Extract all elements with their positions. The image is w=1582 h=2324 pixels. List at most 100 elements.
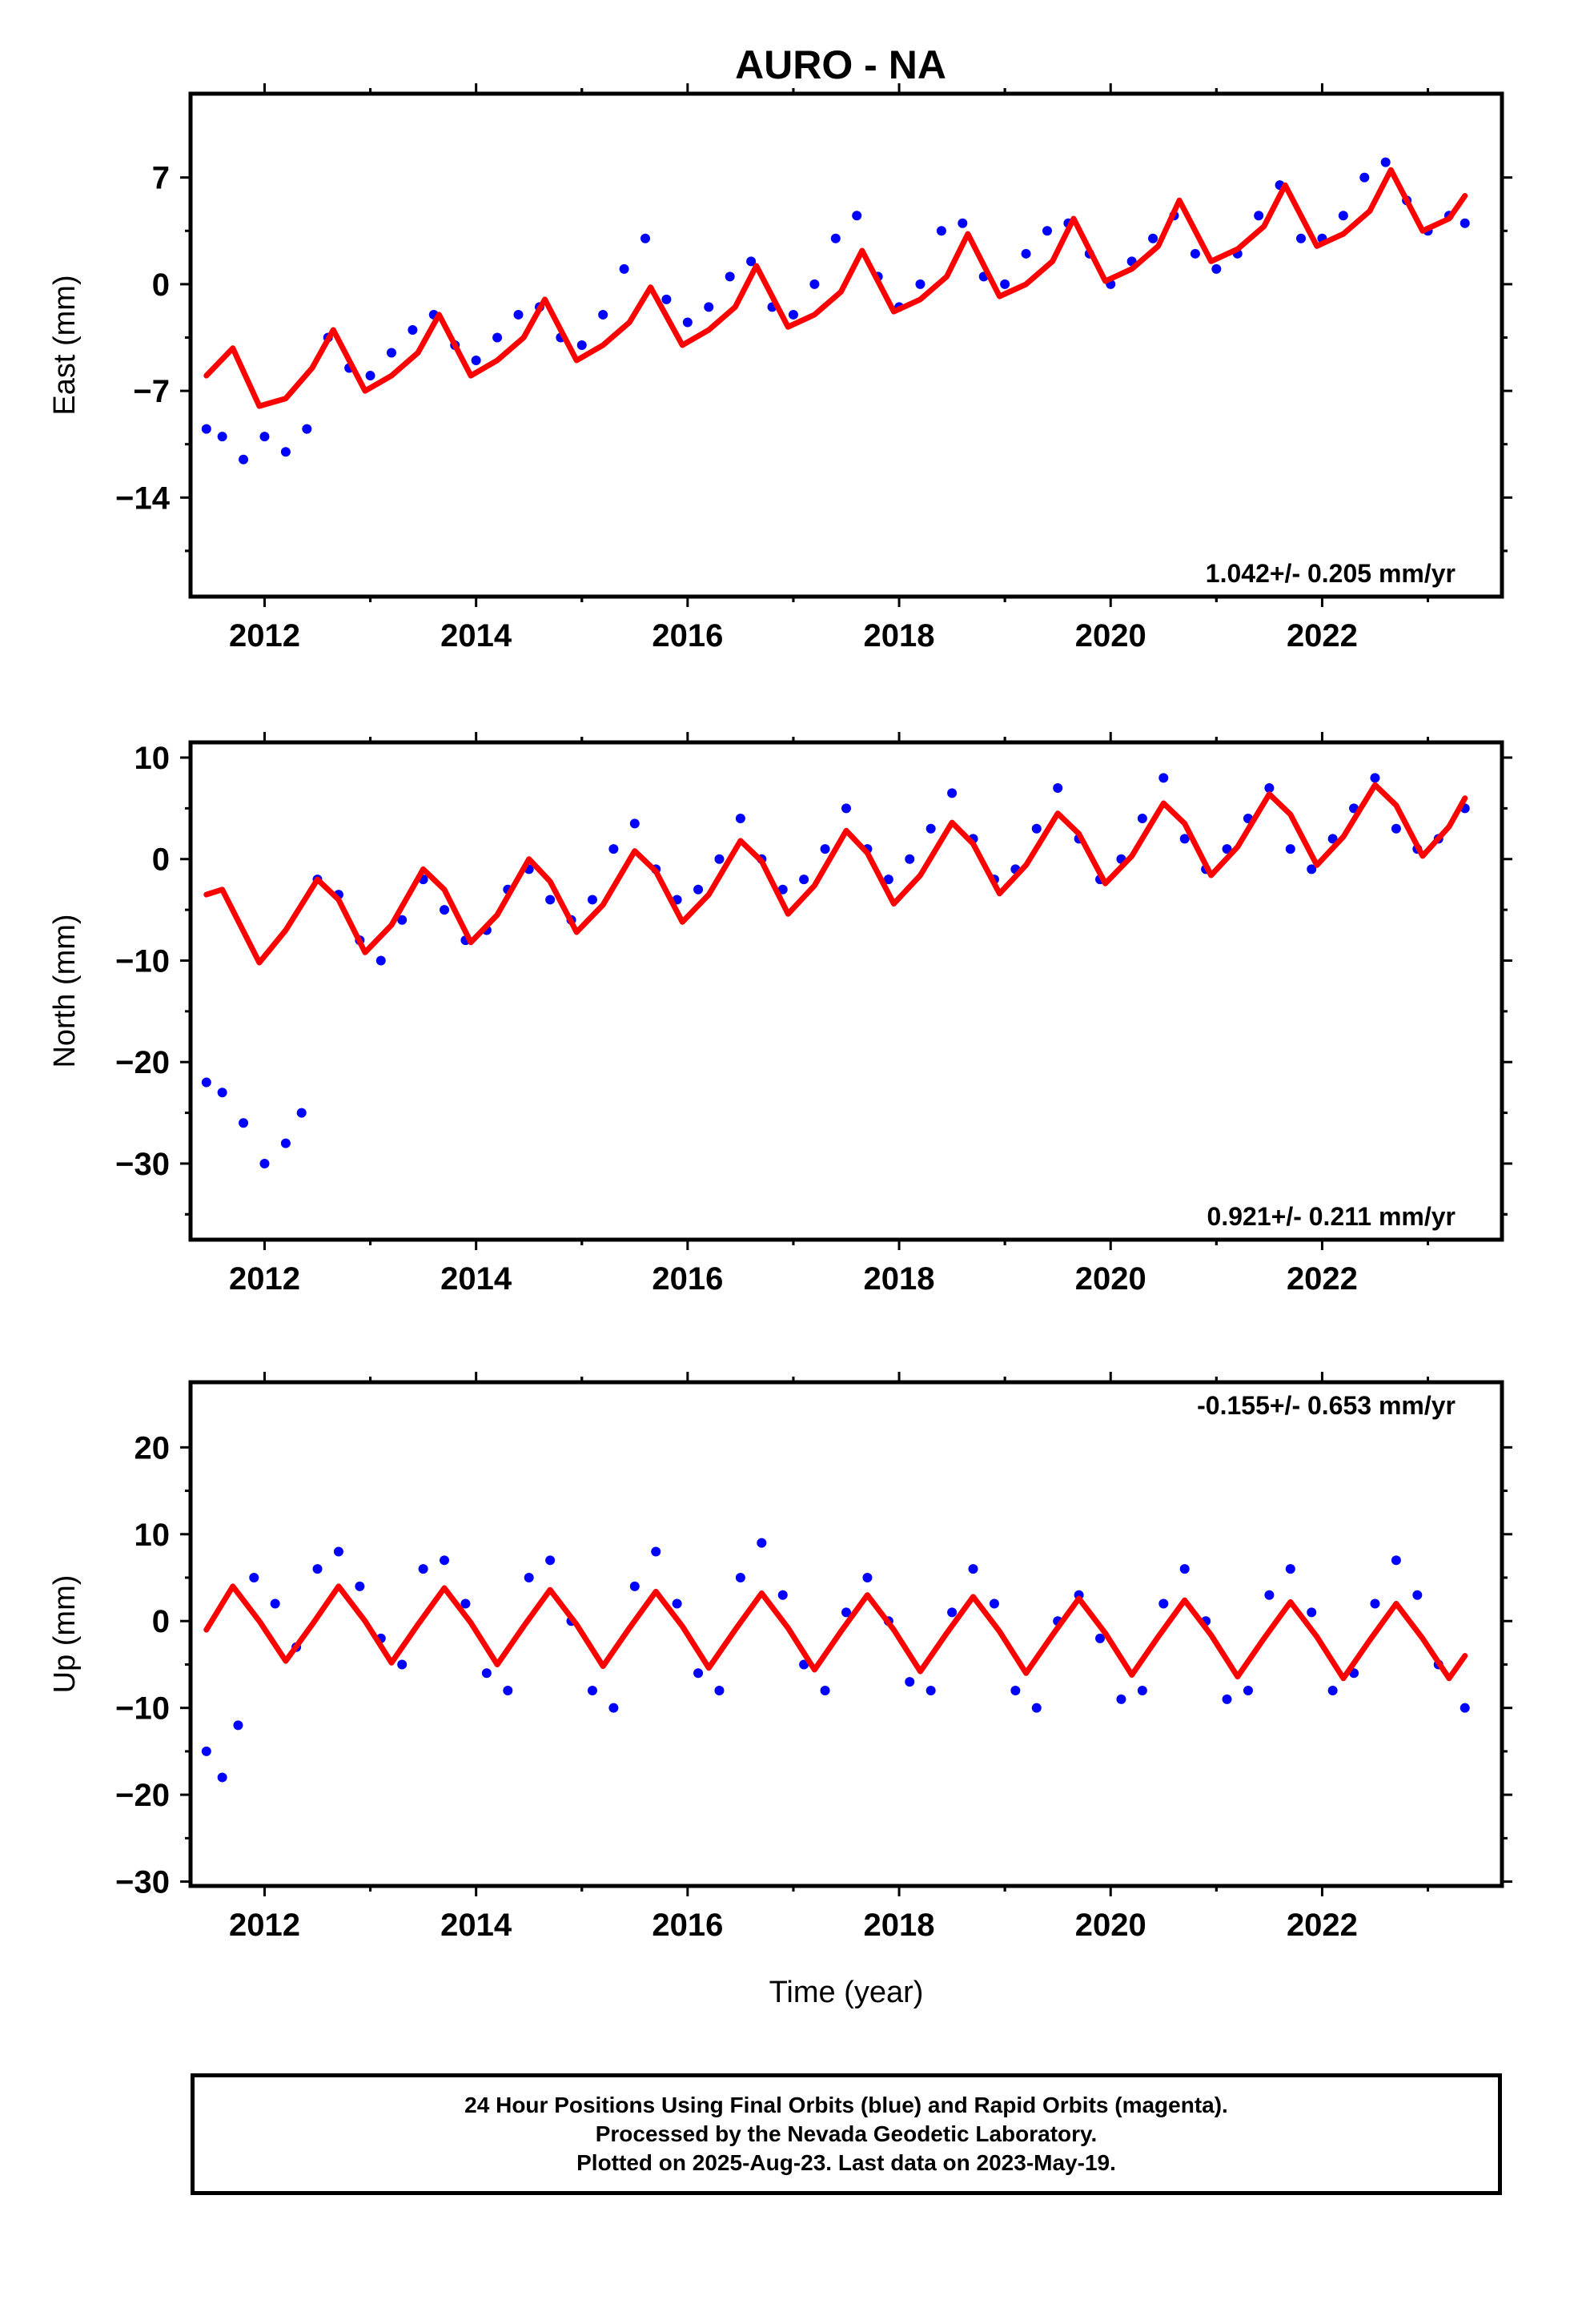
x-tick-label: 2022	[1287, 618, 1358, 653]
data-point	[651, 1546, 661, 1557]
panel-north: 2012 2014 2016 2018 2020 2022 10 0 −10 −20 −30 Nort…	[48, 732, 1512, 1297]
data-point	[503, 1685, 513, 1695]
x-tick-label: 2012	[229, 618, 300, 653]
plot-area	[201, 773, 1470, 1168]
data-point	[1000, 279, 1010, 289]
data-point	[545, 895, 556, 905]
data-point	[471, 356, 481, 366]
panel-east: 2012 2014 2016 2018 2020 2022 7 0 −7 −14 East (mm)…	[48, 83, 1512, 653]
data-point	[1370, 773, 1380, 783]
data-point	[249, 1573, 259, 1583]
y-axis-label: Up (mm)	[48, 1575, 82, 1694]
data-point	[1285, 844, 1295, 854]
data-point	[672, 1598, 682, 1609]
x-tick-label: 2018	[864, 618, 935, 653]
data-point	[1285, 1564, 1295, 1574]
data-point	[661, 294, 672, 304]
data-point	[1338, 211, 1348, 221]
data-point	[217, 1088, 227, 1098]
data-point	[799, 875, 809, 885]
data-point	[947, 1607, 958, 1618]
data-point	[936, 226, 946, 236]
model-fit-line	[203, 782, 1468, 966]
y-tick-label: 10	[135, 1518, 171, 1553]
data-point	[905, 854, 915, 864]
data-point	[1380, 157, 1391, 167]
data-point	[777, 1590, 788, 1600]
panel-frame	[188, 1380, 1504, 1888]
data-point	[1116, 1694, 1126, 1704]
y-tick-label: −10	[115, 943, 170, 979]
data-point	[608, 1703, 619, 1713]
y-tick-label: 0	[152, 842, 170, 878]
data-point	[693, 1668, 704, 1679]
data-point	[926, 823, 936, 834]
x-axis-label: Time (year)	[769, 1976, 924, 2009]
data-point	[587, 1685, 597, 1695]
plot-area	[201, 1538, 1470, 1783]
x-tick-label: 2018	[864, 1261, 935, 1297]
data-point	[735, 814, 745, 824]
data-point	[693, 884, 704, 895]
panel-up: 2012 2014 2016 2018 2020 2022 20 10 0 −10 −20 −30 Up…	[48, 1372, 1512, 1943]
data-point	[302, 424, 312, 434]
data-point	[1010, 1685, 1021, 1695]
data-point	[926, 1685, 936, 1695]
x-tick-label: 2018	[864, 1908, 935, 1943]
data-point	[1307, 1607, 1317, 1618]
data-point	[1222, 844, 1232, 854]
data-point	[280, 447, 291, 457]
data-point	[1460, 218, 1470, 228]
data-point	[296, 1108, 307, 1118]
y-tick-label: 20	[135, 1430, 171, 1466]
y-tick-label: −20	[115, 1045, 170, 1080]
data-point	[440, 1555, 450, 1566]
y-tick-label: −14	[115, 480, 171, 516]
data-point	[958, 218, 968, 228]
data-point	[587, 895, 597, 905]
y-tick-label: 0	[152, 1604, 170, 1639]
data-point	[375, 955, 386, 966]
data-point	[1391, 1555, 1401, 1566]
data-point	[1137, 814, 1147, 824]
data-point	[725, 271, 735, 282]
data-point	[1222, 1694, 1232, 1704]
data-point	[682, 317, 693, 328]
y-tick-label: −30	[115, 1865, 170, 1900]
data-point	[1158, 1598, 1169, 1609]
data-point	[397, 1659, 408, 1670]
data-point	[1053, 783, 1063, 794]
panel-frame	[188, 91, 1504, 599]
data-point	[968, 1564, 978, 1574]
data-point	[989, 1598, 999, 1609]
data-point	[217, 432, 227, 442]
data-point	[386, 348, 396, 358]
data-point	[270, 1598, 280, 1609]
x-tick-label: 2012	[229, 1261, 300, 1297]
x-tick-label: 2020	[1075, 618, 1146, 653]
data-point	[1148, 233, 1158, 243]
data-point	[239, 1118, 249, 1128]
x-tick-label: 2012	[229, 1908, 300, 1943]
data-point	[608, 844, 619, 854]
data-point	[820, 1685, 830, 1695]
model-fit-line	[203, 1583, 1468, 1682]
data-point	[440, 905, 450, 915]
data-point	[1254, 211, 1264, 221]
data-point	[1031, 823, 1042, 834]
data-point	[629, 818, 640, 829]
data-point	[714, 1685, 725, 1695]
data-point	[259, 432, 270, 442]
data-point	[735, 1573, 745, 1583]
data-point	[312, 1564, 323, 1574]
data-point	[777, 884, 788, 895]
plot-area	[201, 157, 1470, 464]
x-tick-label: 2022	[1287, 1261, 1358, 1297]
data-point	[862, 1573, 873, 1583]
data-point	[408, 324, 418, 335]
y-axis-label: East (mm)	[48, 275, 82, 415]
data-point	[333, 1546, 343, 1557]
data-point	[947, 788, 958, 798]
data-point	[1327, 1685, 1338, 1695]
x-tick-label: 2014	[440, 1908, 512, 1943]
